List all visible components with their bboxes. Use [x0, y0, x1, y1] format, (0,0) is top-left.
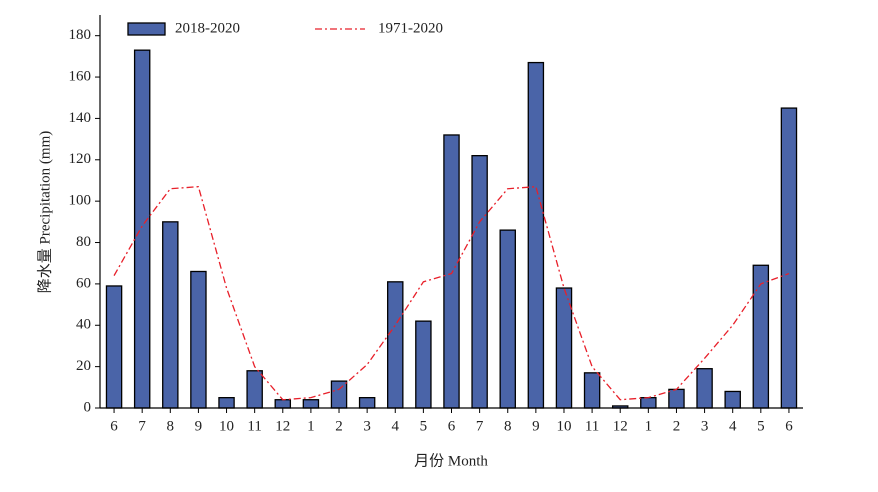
- x-tick-label: 8: [504, 418, 512, 434]
- bar: [499, 229, 516, 409]
- legend-label: 1971-2020: [378, 20, 443, 36]
- x-tick-label: 3: [701, 418, 709, 434]
- x-tick-label: 9: [195, 418, 203, 434]
- x-tick-label: 7: [138, 418, 146, 434]
- legend-label: 2018-2020: [175, 20, 240, 36]
- y-tick-label: 100: [69, 193, 92, 209]
- bar: [583, 372, 601, 409]
- bar: [302, 399, 320, 409]
- bar: [471, 155, 488, 409]
- x-tick-label: 3: [363, 418, 371, 434]
- bar: [246, 370, 263, 409]
- bar: [105, 285, 123, 409]
- y-tick-label: 160: [69, 68, 92, 84]
- y-tick-label: 60: [76, 275, 91, 291]
- bar: [330, 380, 348, 409]
- x-tick-label: 7: [476, 418, 484, 434]
- x-tick-label: 8: [167, 418, 175, 434]
- x-tick-label: 11: [585, 418, 599, 434]
- y-tick-label: 180: [69, 27, 92, 43]
- bar: [162, 221, 179, 409]
- bar: [640, 397, 657, 409]
- line: [113, 185, 790, 401]
- bar: [527, 61, 545, 409]
- y-axis-label: 降水量 Precipitation (mm): [36, 131, 53, 293]
- x-tick-label: 1: [307, 418, 315, 434]
- bar: [358, 397, 376, 409]
- y-tick-label: 80: [76, 234, 91, 250]
- bar: [274, 399, 292, 409]
- x-tick-label: 1: [645, 418, 653, 434]
- x-tick-label: 2: [335, 418, 343, 434]
- y-tick-label: 140: [69, 110, 92, 126]
- x-tick-label: 12: [613, 418, 628, 434]
- y-tick-label: 40: [76, 317, 91, 333]
- x-tick-label: 4: [729, 418, 737, 434]
- bar: [724, 390, 741, 409]
- bar: [415, 320, 432, 409]
- x-tick-label: 12: [275, 418, 290, 434]
- y-tick-label: 120: [69, 151, 92, 167]
- y-tick-label: 0: [84, 399, 92, 415]
- x-tick-label: 6: [448, 418, 456, 434]
- bar: [218, 397, 235, 409]
- x-axis-label: 月份 Month: [414, 452, 488, 469]
- x-tick-label: 2: [673, 418, 681, 434]
- bar: [752, 264, 770, 409]
- bar: [668, 388, 685, 409]
- x-tick-label: 10: [219, 418, 234, 434]
- x-tick-label: 6: [785, 418, 793, 434]
- bar: [443, 134, 460, 409]
- x-tick-label: 11: [247, 418, 261, 434]
- bar: [387, 281, 404, 409]
- x-tick-label: 5: [420, 418, 428, 434]
- legend-swatch: [127, 22, 166, 36]
- y-tick-label: 20: [76, 358, 91, 374]
- x-tick-label: 9: [532, 418, 540, 434]
- bar: [190, 270, 207, 409]
- x-tick-label: 10: [556, 418, 571, 434]
- x-tick-label: 5: [757, 418, 765, 434]
- x-tick-label: 6: [110, 418, 118, 434]
- bar: [696, 368, 713, 409]
- bar: [780, 107, 798, 409]
- bar: [555, 287, 573, 409]
- x-tick-label: 4: [392, 418, 400, 434]
- bar: [133, 49, 151, 409]
